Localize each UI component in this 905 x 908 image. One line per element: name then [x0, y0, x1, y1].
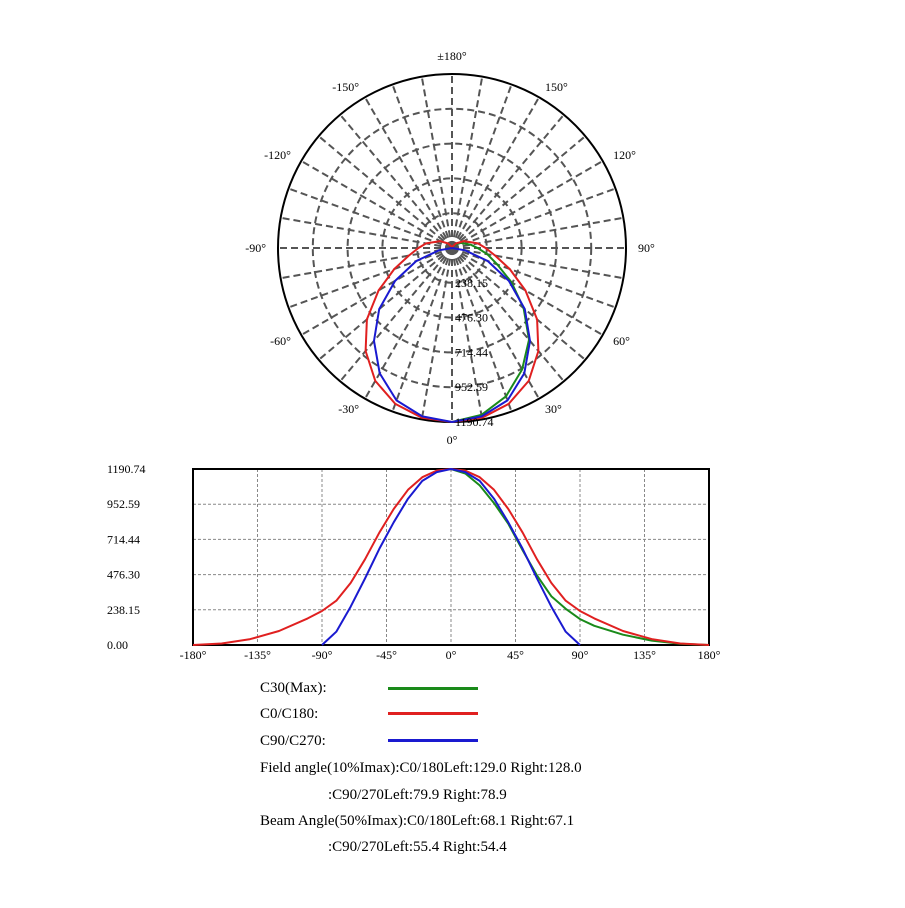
polar-spoke [420, 76, 453, 249]
line-x-tick: 135° [633, 648, 656, 662]
line-y-tick: 714.44 [107, 532, 140, 546]
polar-spoke [420, 247, 453, 420]
polar-spoke [300, 247, 453, 336]
polar-angle-label: 90° [638, 241, 655, 255]
line-series-1 [450, 468, 710, 646]
polar-spoke [364, 247, 453, 400]
polar-ring [346, 142, 558, 354]
polar-spoke [451, 247, 624, 280]
polar-spoke [451, 160, 604, 249]
polar-ring [381, 177, 523, 319]
field-angle-c0: Field angle(10%Imax):C0/180Left:129.0 Ri… [260, 760, 582, 776]
beam-angle-c0: Beam Angle(50%Imax):C0/180Left:68.1 Righ… [260, 813, 575, 829]
polar-spoke [280, 216, 453, 249]
polar-angle-label: 60° [613, 334, 630, 348]
polar-spoke [451, 135, 586, 249]
polar-spoke [318, 135, 453, 249]
polar-spoke [451, 216, 624, 249]
line-y-tick: 952.59 [107, 497, 140, 511]
polar-spoke [300, 160, 453, 249]
polar-spoke [339, 114, 453, 249]
polar-spoke [451, 247, 604, 336]
polar-radial-label: 952.59 [455, 380, 488, 394]
legend-label: C30(Max): [260, 680, 327, 696]
polar-spoke [391, 247, 453, 412]
polar-angle-label: -30° [338, 402, 359, 416]
polar-angle-label: 120° [613, 148, 636, 162]
polar-spoke [451, 114, 565, 249]
polar-spoke [364, 96, 453, 249]
polar-spoke [451, 96, 540, 249]
legend-label: C0/C180: [260, 706, 319, 722]
legend-swatch-c30 [388, 687, 478, 690]
polar-spoke [318, 247, 453, 361]
line-x-tick: -45° [376, 648, 397, 662]
beam-angle-c90: :C90/270Left:55.4 Right:54.4 [328, 839, 507, 855]
polar-radial-label: 714.44 [455, 345, 488, 359]
line-x-tick: 180° [698, 648, 721, 662]
polar-angle-label: 30° [545, 402, 562, 416]
polar-spoke [451, 247, 565, 382]
line-x-tick: -135° [244, 648, 271, 662]
polar-angle-label: -150° [332, 80, 359, 94]
polar-spoke [451, 247, 586, 361]
line-x-tick: -90° [312, 648, 333, 662]
line-x-tick: 90° [572, 648, 589, 662]
line-x-tick: 45° [507, 648, 524, 662]
polar-angle-label: -120° [264, 148, 291, 162]
polar-chart: 238.15 476.30 714.44 952.59 1190.74 ±180° 150°… [245, 49, 655, 447]
polar-spoke [451, 84, 513, 249]
polar-radial-label: 476.30 [455, 311, 488, 325]
line-chart: 0.00 238.15 476.30 714.44 952.59 1190.74 -180°… [107, 462, 721, 662]
polar-spoke [451, 187, 616, 249]
polar-spoke [451, 76, 484, 249]
line-x-tick: -180° [180, 648, 207, 662]
line-y-tick: 0.00 [107, 638, 128, 652]
polar-angle-label: -60° [270, 334, 291, 348]
polar-spoke [451, 247, 484, 420]
polar-spoke [339, 247, 453, 382]
line-x-tick: 0° [446, 648, 457, 662]
polar-angle-label: ±180° [437, 49, 467, 63]
polar-spoke [391, 84, 453, 249]
legend-swatch-c90-c270 [388, 739, 478, 742]
legend-label: C90/C270: [260, 733, 326, 749]
polar-spoke [288, 187, 453, 249]
legend-c30: C30(Max): [260, 680, 327, 697]
polar-ring [311, 107, 593, 389]
polar-angle-label: 0° [447, 433, 458, 447]
polar-radial-label: 238.15 [455, 276, 488, 290]
polar-radial-label: 1190.74 [455, 415, 494, 429]
polar-angle-label: -90° [245, 241, 266, 255]
legend-c0-c180: C0/C180: [260, 706, 318, 723]
legend-c90-c270: C90/C270: [260, 733, 326, 750]
polar-series-3 [373, 247, 531, 423]
line-y-tick: 1190.74 [107, 462, 146, 476]
line-series-3 [321, 468, 581, 646]
field-angle-c90: :C90/270Left:79.9 Right:78.9 [328, 787, 507, 803]
legend-swatch-c0-c180 [388, 712, 478, 715]
line-y-tick: 476.30 [107, 568, 140, 582]
polar-angle-label: 150° [545, 80, 568, 94]
polar-spoke [451, 247, 513, 412]
polar-spoke [280, 247, 453, 280]
line-y-tick: 238.15 [107, 603, 140, 617]
